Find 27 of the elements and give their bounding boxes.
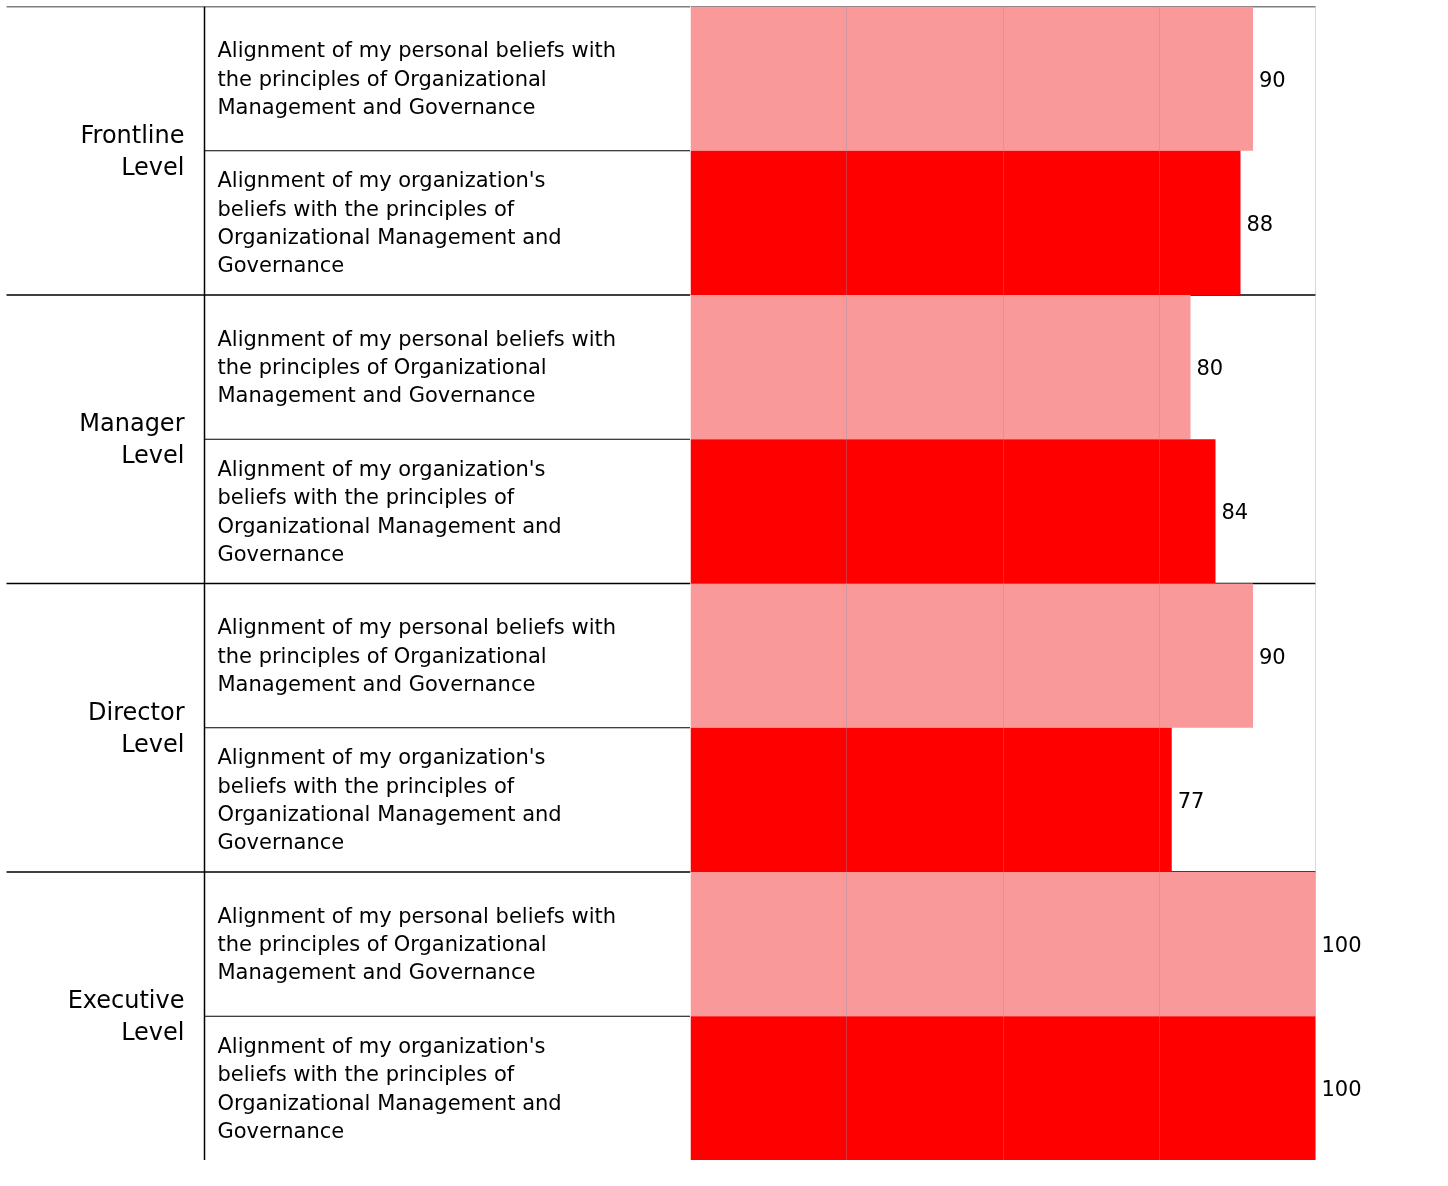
text: Frontline Level xyxy=(80,120,185,181)
bar xyxy=(690,295,1191,440)
bar xyxy=(690,6,1253,151)
y-tick-label: Alignment of my personal beliefs with the principles of Organizational Management and Governance xyxy=(217,903,617,985)
y-tick-label: Alignment of my personal beliefs with the principles of Organizational Management and Governance xyxy=(217,326,617,408)
bar xyxy=(690,1016,1316,1160)
y-tick-label: Alignment of my organization's beliefs with the principles of Organizational Management and Governance xyxy=(217,168,562,278)
bar xyxy=(690,727,1172,872)
data-label: 90 xyxy=(1259,67,1286,92)
bar xyxy=(690,583,1253,728)
data-label: 100 xyxy=(1321,933,1362,958)
data-label: 88 xyxy=(1246,211,1274,236)
bar xyxy=(690,439,1216,584)
data-label: 84 xyxy=(1221,500,1249,525)
data-label: 100 xyxy=(1321,1077,1362,1102)
text: Manager Level xyxy=(79,409,185,470)
y-tick-label: Alignment of my organization's beliefs with the principles of Organizational Management and Governance xyxy=(217,456,562,566)
y-tick-label: Alignment of my personal beliefs with the principles of Organizational Management and Governance xyxy=(217,38,617,119)
bar xyxy=(690,150,1241,295)
data-label: 80 xyxy=(1196,356,1224,381)
y-tick-label: Alignment of my organization's beliefs with the principles of Organizational Management and Governance xyxy=(217,1033,562,1143)
text: Director Level xyxy=(88,697,185,758)
y-tick-label: Alignment of my personal beliefs with the principles of Organizational Management and Governance xyxy=(217,615,617,696)
data-label: 77 xyxy=(1177,788,1205,813)
y-tick-label: Alignment of my organization's beliefs with the principles of Organizational Management and Governance xyxy=(217,745,562,855)
text: Executive Level xyxy=(67,986,185,1047)
data-label: 90 xyxy=(1259,644,1286,669)
